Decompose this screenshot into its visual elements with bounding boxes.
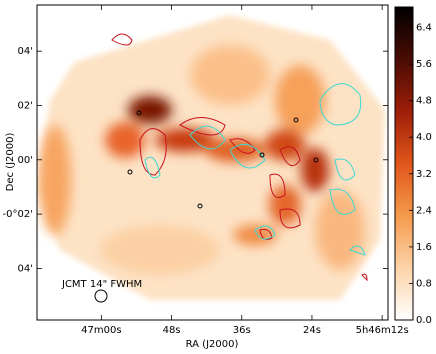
y-tick-label: 04' (18, 263, 33, 274)
plot-frame (36, 4, 389, 321)
y-tick-label: 04' (18, 46, 33, 57)
x-tick-label: 47m00s (81, 325, 121, 336)
beam (94, 289, 108, 303)
colorbar-tick-label: 2.4 (416, 205, 432, 216)
y-axis-label: Dec (J2000) (5, 133, 16, 192)
contours (111, 33, 368, 282)
colorbar-tick-label: 3.2 (416, 169, 432, 180)
emission-map (38, 15, 385, 300)
colorbar-tick-label: 0.0 (416, 315, 432, 326)
colorbar-tick-label: 4.8 (416, 96, 432, 107)
y-tick-label: -0°02' (3, 209, 33, 220)
colorbar-tick-label: 6.4 (416, 23, 432, 34)
x-axis-label: RA (J2000) (186, 339, 239, 350)
colorbar-tick-label: 5.6 (416, 59, 432, 70)
y-tick-label: 02' (18, 100, 33, 111)
x-tick-label: 36s (233, 325, 251, 336)
colorbar (394, 6, 414, 321)
x-tick-label: 48s (163, 325, 181, 336)
annotation: JCMT 14" FWHM (61, 279, 142, 290)
y-tick-label: 00' (18, 155, 33, 166)
x-tick-label: 24s (303, 325, 321, 336)
colorbar-tick-label: 1.6 (416, 242, 432, 253)
x-tick-label: 5h46m12s (356, 325, 409, 336)
colorbar-tick-label: 4.0 (416, 132, 432, 143)
colorbar-tick-label: 0.8 (416, 278, 432, 289)
